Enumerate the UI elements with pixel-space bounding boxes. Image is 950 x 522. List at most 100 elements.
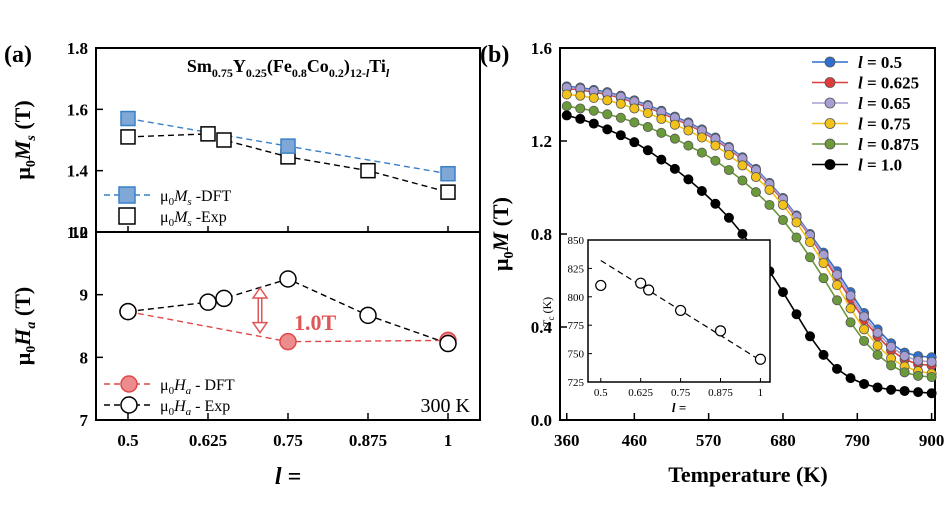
series-point [818,349,829,360]
inset: 0.5 0.625 0.75 0.875 1 725 750 775 800 825 850 Tc … [540,235,771,415]
series-point [642,108,653,119]
legend-ha-exp-marker [120,396,138,414]
legend-ms-exp: μ0Ms -Exp [160,209,227,229]
series-line [566,93,932,375]
series-point [588,105,599,116]
x-tick-label: 1 [444,431,453,450]
series-point [886,360,897,371]
series-point [872,327,883,338]
series-point [845,373,856,384]
legend-label: l = 1.0 [858,156,902,175]
series-point [669,133,680,144]
top-y-axis: 1.2 1.4 1.6 1.8 [67,39,103,242]
series-point [818,273,829,284]
ms-dft-point [120,110,136,127]
series-point [926,356,937,367]
series-point [777,215,788,226]
y-tick-label: 1.8 [67,39,88,58]
formula-part: l [366,66,370,80]
bottom-legend: μ0Ha - DFT μ0Ha - Exp [104,375,235,418]
legend-value: = 0.5 [863,53,902,72]
series-point [561,110,572,121]
series-point [764,199,775,210]
series-point [777,287,788,298]
series-point [832,295,843,306]
legend-value: = 1.0 [863,156,902,175]
x-axis: 0.5 0.625 0.75 0.875 1 [117,226,452,450]
series-point [859,378,870,389]
x-tick-label: 360 [554,431,580,450]
legend-marker [824,118,836,129]
inset-x-tick-label: 0.625 [628,387,653,399]
y-tick-label: 1.2 [67,223,88,242]
series-point [859,335,870,346]
series-point [615,130,626,141]
legend-symbol: l [858,53,863,72]
legend-symbol: l [858,74,863,93]
x-tick-label: 900 [919,431,945,450]
series-point [859,311,870,322]
series-point [629,117,640,128]
series-point [818,258,829,269]
series-point [791,309,802,320]
legend-value: = 0.75 [863,115,911,134]
panel-b-axes: 360 460 570 680 790 900 0.0 0.4 0.8 1.2 1.6 [531,39,945,450]
legend-value: = 0.875 [863,135,919,154]
inset-x-tick-label: 0.875 [708,387,733,399]
gap-label: 1.0T [294,310,337,335]
series-point [750,172,761,183]
inset-series [595,259,767,365]
series-point [872,382,883,393]
series-point [805,237,816,248]
ms-dft-point [280,138,296,154]
inset-point [643,284,655,296]
legend-ha-dft-marker [120,375,138,393]
ha-exp-point [359,306,377,325]
formula-part: 0.25 [246,66,267,80]
inset-x-tick-label: 0.5 [594,387,608,399]
y-tick-label: 0.4 [531,318,553,337]
gap-arrow-head-up [251,286,269,299]
formula-part: 12- [350,66,366,80]
series-point [615,112,626,123]
y-tick-label: 0.8 [531,225,552,244]
inset-point [714,325,727,337]
ms-exp-point [120,129,136,145]
inset-x-label: l = [672,400,686,415]
inset-x-tick-label: 0.75 [671,387,691,399]
top-series [120,110,456,200]
legend-symbol: l [858,156,863,175]
inset-x-tick-label: 1 [758,387,764,399]
x-tick-label: 0.5 [117,431,138,450]
x-tick-label: 680 [770,431,796,450]
panel-b: (b) 360 460 570 680 790 900 0.0 0.4 0.8 1.2 1.6 μ0… [480,39,944,487]
formula-part: Sm [187,56,212,76]
series-point [602,95,613,106]
ha-exp-line [127,278,449,345]
series-point [886,384,897,395]
series-point [656,113,667,124]
series-point [886,341,897,352]
ms-exp-point [216,132,232,148]
series-point [575,113,586,124]
legend-value: = 0.65 [863,94,911,113]
y-tick-label: 1.6 [531,39,552,58]
series-point [926,388,937,399]
ms-exp-point [200,126,216,142]
legend-marker [824,159,836,170]
formula-part: l [386,66,390,80]
inset-y-tick-label: 825 [568,263,585,275]
series-point [561,89,572,100]
series-point [859,324,870,335]
x-tick-label: 0.875 [349,431,387,450]
legend-marker [824,138,836,150]
series-point [669,163,680,174]
inset-y-tick-label: 725 [568,377,585,389]
y-tick-label: 0.0 [531,411,552,430]
x-tick-label: 0.75 [273,431,303,450]
series-point [602,109,613,120]
bottom-y-label: μ0Ha (T) [10,287,39,365]
series-point [696,185,707,196]
series-point [588,118,599,129]
legend-ms-exp-marker [118,207,136,225]
